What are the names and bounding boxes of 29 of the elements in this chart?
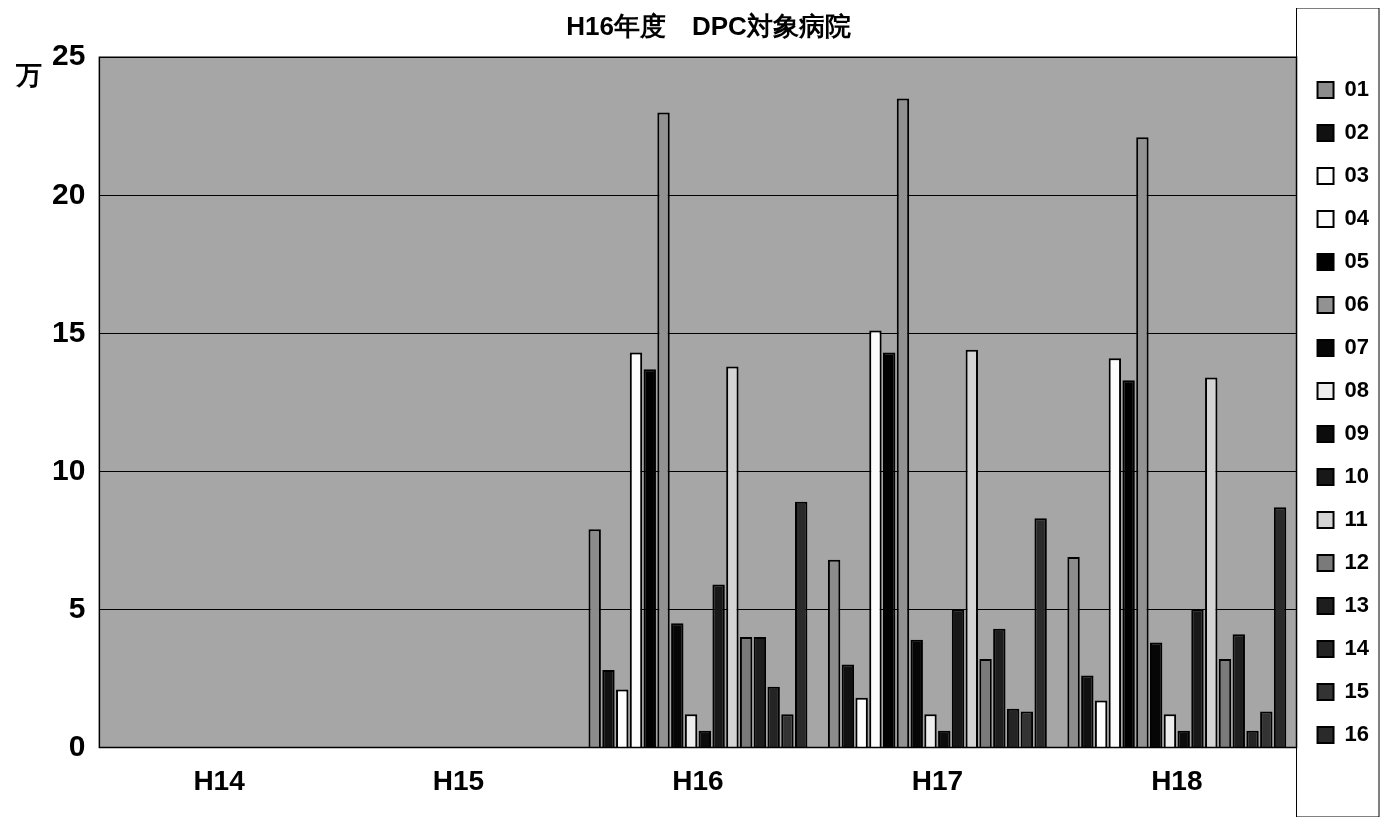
y-tick-label: 15 bbox=[51, 314, 86, 348]
legend-label: 06 bbox=[1344, 291, 1370, 317]
legend-label: 13 bbox=[1344, 592, 1370, 618]
legend-label: 05 bbox=[1344, 248, 1370, 274]
x-tick-label: H14 bbox=[193, 764, 246, 796]
legend-label: 03 bbox=[1344, 162, 1370, 188]
legend-label: 04 bbox=[1344, 205, 1370, 231]
legend-label: 09 bbox=[1344, 420, 1370, 446]
legend-label: 02 bbox=[1344, 119, 1370, 145]
y-tick-label: 20 bbox=[51, 176, 86, 210]
legend-label: 01 bbox=[1344, 76, 1370, 102]
legend-label: 15 bbox=[1344, 678, 1370, 704]
x-tick-label: H16 bbox=[672, 764, 724, 796]
legend-label: 11 bbox=[1344, 506, 1368, 532]
legend-label: 08 bbox=[1344, 377, 1370, 403]
y-tick-label: 5 bbox=[68, 590, 86, 624]
legend-label: 14 bbox=[1344, 635, 1370, 661]
y-tick-label: 10 bbox=[51, 452, 86, 486]
legend-label: 10 bbox=[1344, 463, 1370, 489]
chart-title: H16年度 DPC対象病院 bbox=[566, 10, 851, 41]
x-tick-label: H18 bbox=[1151, 764, 1203, 796]
legend-label: 16 bbox=[1344, 721, 1370, 747]
y-tick-label: 0 bbox=[68, 728, 86, 762]
legend-label: 12 bbox=[1344, 549, 1370, 575]
y-axis-title: 万 bbox=[15, 60, 42, 91]
x-tick-label: H17 bbox=[911, 764, 964, 796]
legend-label: 07 bbox=[1344, 334, 1370, 360]
x-tick-label: H15 bbox=[432, 764, 485, 796]
y-tick-label: 25 bbox=[51, 38, 86, 72]
